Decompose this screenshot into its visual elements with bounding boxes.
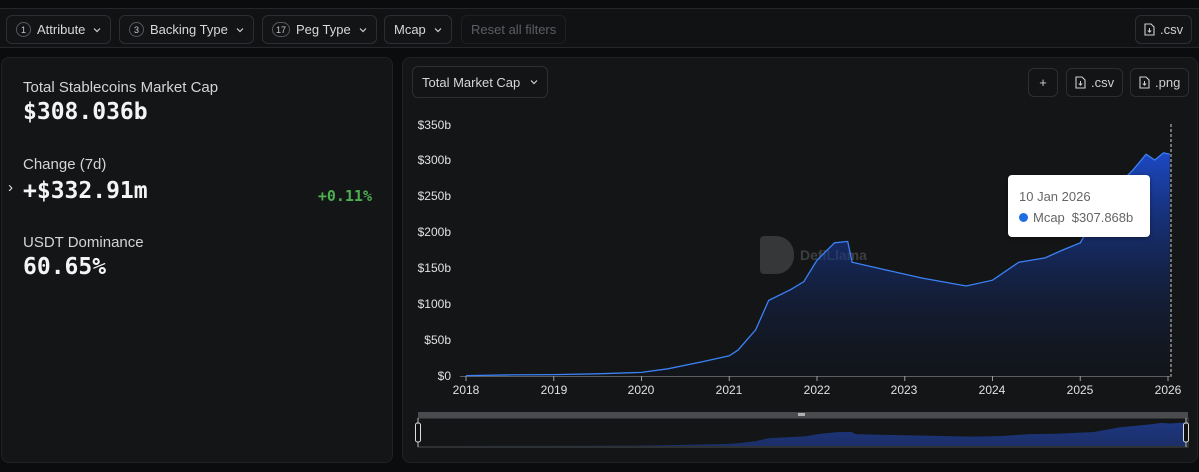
y-tick: $150b [417,261,451,275]
filter-label: Attribute [37,22,86,37]
chevron-down-icon [530,80,538,85]
x-tick: 2024 [978,383,1006,397]
filter-attribute-button[interactable]: 1 Attribute [6,15,112,44]
chart-download-csv-button[interactable]: .csv [1066,68,1124,97]
filter-label: Peg Type [296,22,351,37]
change-7d-label: Change (7d) [23,156,107,173]
tooltip-row: Mcap $307.868b [1019,210,1133,225]
change-7d-value: +$332.91m [23,178,148,204]
expand-chevron-icon[interactable]: › [8,179,13,196]
x-tick: 2022 [803,383,831,397]
total-mcap-label: Total Stablecoins Market Cap [23,79,219,96]
file-download-icon [1139,76,1150,89]
slider-grip-icon[interactable] [798,413,805,416]
area-fill [466,152,1170,376]
usdt-dominance-value: 60.65% [23,254,107,280]
filter-count-badge: 3 [129,22,144,37]
chart-tooltip: 10 Jan 2026 Mcap $307.868b [1008,175,1150,237]
filter-bar: 1 Attribute 3 Backing Type 17 Peg Type M… [0,8,1199,48]
chevron-down-icon [359,27,367,32]
y-tick: $100b [417,297,451,311]
tooltip-date: 10 Jan 2026 [1019,189,1091,204]
usdt-dominance-label: USDT Dominance [23,234,144,251]
metric-select-label: Total Market Cap [422,74,521,90]
filter-count-badge: 1 [16,22,31,37]
filter-label: Mcap [394,22,426,37]
chevron-down-icon [236,27,244,32]
file-download-icon [1075,76,1086,89]
x-tick: 2020 [627,383,655,397]
filter-label: Backing Type [150,22,228,37]
y-tick: $350b [417,118,451,132]
stats-panel: Total Stablecoins Market Cap $308.036b C… [1,57,393,463]
x-tick: 2026 [1154,383,1182,397]
x-tick: 2018 [452,383,480,397]
csv-label: .csv [1091,75,1115,90]
chevron-down-icon [93,27,101,32]
download-csv-button[interactable]: .csv [1135,15,1193,44]
reset-filters-label: Reset all filters [471,22,557,37]
filter-count-badge: 17 [272,22,291,37]
filter-peg-type-button[interactable]: 17 Peg Type [262,15,377,44]
plus-icon: + [1039,75,1047,90]
slider-preview-area [418,422,1186,446]
add-chart-button[interactable]: + [1028,68,1058,97]
data-zoom-slider[interactable] [415,412,1189,448]
x-axis [460,376,1172,381]
slider-right-handle[interactable] [1183,422,1189,443]
x-tick: 2019 [540,383,568,397]
x-tick: 2025 [1066,383,1094,397]
y-tick: $0 [437,369,451,383]
csv-label: .csv [1160,22,1184,37]
y-tick: $300b [417,153,451,167]
y-tick: $50b [424,333,451,347]
filter-backing-type-button[interactable]: 3 Backing Type [119,15,254,44]
reset-filters-button[interactable]: Reset all filters [461,15,567,44]
defillama-logo-icon [760,236,794,274]
png-label: .png [1155,75,1181,90]
slider-left-handle[interactable] [415,422,421,443]
chevron-down-icon [434,27,442,32]
tooltip-value: $307.868b [1071,210,1134,225]
filter-mcap-button[interactable]: Mcap [384,15,452,44]
chart-download-png-button[interactable]: .png [1130,68,1190,97]
file-download-icon [1144,23,1155,36]
total-mcap-value: $308.036b [23,99,148,125]
change-7d-percent: +0.11% [317,187,372,205]
series-dot-icon [1019,213,1028,222]
y-tick: $250b [417,189,451,203]
x-tick: 2023 [890,383,918,397]
metric-select[interactable]: Total Market Cap [412,66,549,98]
y-tick: $200b [417,225,451,239]
x-tick: 2021 [715,383,743,397]
tooltip-series-label: Mcap [1033,210,1065,225]
